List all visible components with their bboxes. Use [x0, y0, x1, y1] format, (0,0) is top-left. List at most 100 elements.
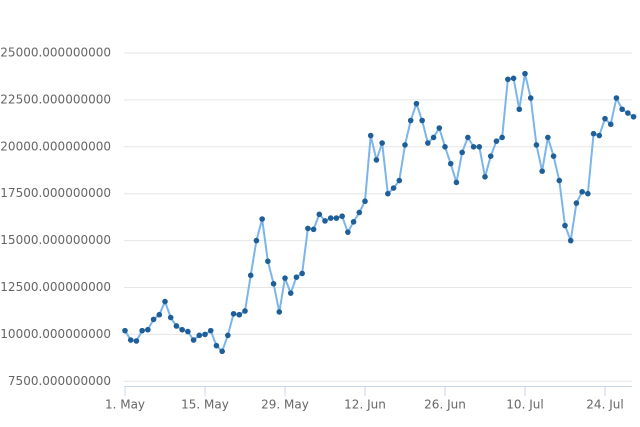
point	[442, 144, 448, 150]
x-tick-label: 15. May	[181, 398, 229, 412]
point	[413, 100, 420, 107]
point	[265, 258, 271, 265]
point	[396, 177, 403, 184]
point	[510, 75, 517, 82]
point	[470, 144, 477, 150]
point	[316, 211, 323, 218]
point	[225, 332, 231, 339]
point	[282, 275, 288, 281]
point	[213, 342, 220, 349]
point	[385, 190, 391, 197]
x-tick-label: 26. Jun	[424, 398, 466, 412]
point	[493, 138, 500, 144]
point	[173, 323, 180, 329]
point	[516, 106, 523, 113]
point	[625, 110, 631, 116]
point	[207, 327, 214, 334]
point	[247, 272, 254, 279]
y-tick-label: 10000.000000000	[0, 327, 111, 341]
point	[150, 316, 157, 323]
point	[407, 117, 414, 124]
point	[590, 130, 597, 137]
point	[539, 168, 545, 174]
point	[362, 198, 368, 205]
y-tick-label: 25000.000000000	[0, 46, 111, 60]
y-tick-label: 15000.000000000	[0, 233, 111, 247]
point	[613, 95, 620, 101]
point	[447, 160, 454, 167]
point	[596, 132, 603, 139]
point	[139, 327, 145, 334]
point	[179, 326, 185, 333]
point	[567, 237, 574, 244]
point	[505, 76, 511, 83]
point	[476, 144, 483, 150]
point	[602, 115, 608, 122]
point	[436, 125, 443, 131]
point	[242, 308, 248, 314]
point	[522, 70, 528, 77]
point	[373, 157, 380, 163]
y-tick-label: 7500.000000000	[8, 374, 111, 388]
point	[585, 190, 591, 197]
x-tick-label: 24. Jul	[586, 398, 623, 412]
point	[196, 332, 203, 339]
point	[122, 327, 128, 334]
point	[127, 337, 134, 343]
point	[482, 174, 488, 180]
point	[453, 179, 460, 186]
point	[156, 311, 163, 318]
point	[219, 348, 225, 355]
point	[350, 219, 357, 225]
y-tick-label: 17500.000000000	[0, 186, 111, 200]
point	[579, 189, 585, 195]
point	[190, 337, 197, 343]
point	[430, 134, 437, 141]
point	[379, 140, 385, 146]
point	[425, 140, 431, 146]
point	[230, 310, 237, 317]
point	[145, 326, 151, 333]
point	[133, 338, 140, 344]
point	[327, 215, 334, 221]
point	[322, 218, 328, 224]
point	[345, 229, 351, 235]
point	[545, 134, 551, 141]
point	[299, 270, 305, 277]
point	[236, 311, 243, 318]
point	[550, 153, 557, 159]
point	[533, 142, 540, 148]
point	[499, 134, 505, 141]
x-tick-label: 1. May	[105, 398, 145, 412]
point	[276, 309, 283, 315]
point	[287, 290, 294, 296]
point	[402, 142, 408, 148]
x-tick-label: 10. Jul	[506, 398, 543, 412]
point	[293, 274, 300, 280]
point	[167, 314, 174, 321]
point	[390, 185, 397, 191]
point	[310, 226, 317, 233]
point	[527, 95, 534, 101]
point	[270, 280, 277, 287]
point	[619, 106, 625, 113]
y-tick-label: 12500.000000000	[0, 280, 111, 294]
x-tick-label: 29. May	[261, 398, 309, 412]
point	[465, 134, 471, 141]
y-tick-label: 20000.000000000	[0, 139, 111, 153]
point	[607, 121, 614, 128]
y-tick-label: 22500.000000000	[0, 92, 111, 106]
point	[367, 132, 374, 139]
point	[305, 225, 311, 232]
point	[573, 200, 580, 206]
point	[339, 213, 345, 220]
line	[124, 73, 635, 354]
point	[202, 331, 208, 338]
point	[356, 209, 363, 216]
point	[419, 117, 425, 124]
point	[459, 149, 465, 156]
point	[259, 216, 265, 222]
point	[185, 328, 191, 335]
point	[333, 215, 340, 221]
